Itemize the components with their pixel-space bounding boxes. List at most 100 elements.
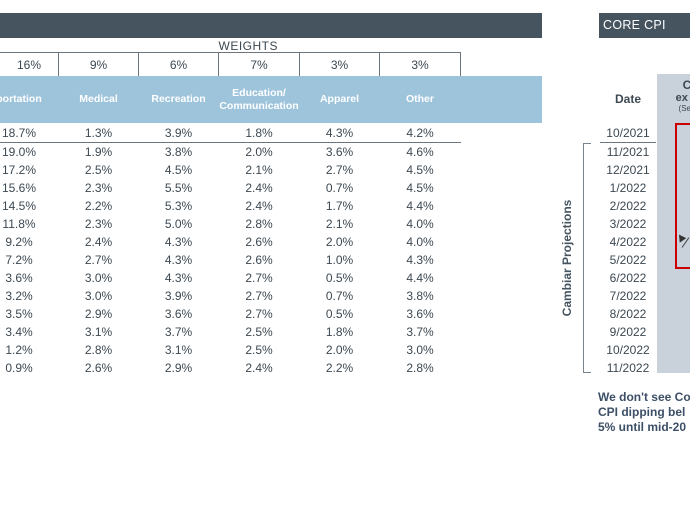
cell-education: 2.6% xyxy=(245,253,273,267)
cell-transportation: 9.2% xyxy=(5,235,33,249)
cell-recreation: 3.8% xyxy=(164,145,193,159)
cell-recreation: 4.3% xyxy=(164,253,193,267)
core-cpi-title: CORE CPI xyxy=(603,18,666,32)
cell-recreation: 5.5% xyxy=(164,181,193,195)
cell-education: 2.8% xyxy=(245,217,273,231)
cell-recreation: 4.3% xyxy=(164,235,193,249)
cell-apparel: 2.1% xyxy=(325,217,354,231)
table-row: 3.4% 3.1% 3.7% 2.5% 1.8% 3.7% xyxy=(0,323,461,341)
date-column: 10/2021 11/2021 12/2021 1/2022 2/2022 3/2022 4… xyxy=(600,124,656,377)
table-row: 11.8% 2.3% 5.0% 2.8% 2.1% 4.0% xyxy=(0,215,461,233)
cell-transportation: 3.2% xyxy=(5,289,33,303)
cell-other: 4.2% xyxy=(406,126,434,140)
cell-medical: 1.9% xyxy=(84,145,113,159)
column-header-row: nsportation Medical Recreation Education… xyxy=(0,76,542,123)
cell-transportation: 3.4% xyxy=(5,325,33,339)
cell-education: 2.7% xyxy=(245,289,273,303)
date-cell: 2/2022 xyxy=(609,199,647,213)
date-cell: 7/2022 xyxy=(609,289,647,303)
column-header-medical: Medical xyxy=(79,93,118,105)
cell-medical: 2.4% xyxy=(84,235,113,249)
callout-line-3: 5% until mid-20 xyxy=(598,420,687,434)
cell-other: 3.7% xyxy=(406,325,434,339)
column-header-other: Other xyxy=(405,93,434,105)
cell-transportation: 17.2% xyxy=(1,163,37,177)
column-header-transportation: nsportation xyxy=(0,93,42,105)
cell-education: 2.6% xyxy=(245,235,273,249)
weight-transportation: 16% xyxy=(0,53,59,76)
cell-apparel: 2.0% xyxy=(325,235,354,249)
cell-education: 2.0% xyxy=(245,145,273,159)
cell-apparel: 1.7% xyxy=(325,199,354,213)
cell-transportation: 11.8% xyxy=(2,217,36,231)
cell-apparel: 0.7% xyxy=(325,289,354,303)
left-section-header-band xyxy=(0,13,542,38)
callout-line-1: We don't see Co xyxy=(598,390,690,404)
cell-other: 4.4% xyxy=(406,199,434,213)
cell-other: 4.6% xyxy=(406,145,434,159)
weight-other: 3% xyxy=(380,53,461,76)
cell-other: 3.6% xyxy=(406,307,434,321)
cell-apparel: 3.6% xyxy=(325,145,354,159)
cell-transportation: 19.0% xyxy=(1,145,37,159)
table-row: 3.2% 3.0% 3.9% 2.7% 0.7% 3.8% xyxy=(0,287,461,305)
cell-recreation: 4.5% xyxy=(164,163,193,177)
cell-medical: 3.0% xyxy=(84,289,113,303)
table-row: 15.6% 2.3% 5.5% 2.4% 0.7% 4.5% xyxy=(0,179,461,197)
cell-recreation: 5.3% xyxy=(164,199,193,213)
cell-transportation: 3.5% xyxy=(5,307,33,321)
table-row: 3.5% 2.9% 3.6% 2.7% 0.5% 3.6% xyxy=(0,305,461,323)
callout-text: We don't see Co CPI dipping bel 5% until… xyxy=(598,390,690,435)
cell-recreation: 4.3% xyxy=(164,271,193,285)
column-header-apparel: Apparel xyxy=(319,93,360,105)
cell-medical: 3.1% xyxy=(84,325,113,339)
cell-medical: 2.8% xyxy=(84,343,113,357)
cell-education: 2.4% xyxy=(245,361,273,375)
cell-transportation: 18.7% xyxy=(1,126,37,140)
date-cell: 3/2022 xyxy=(609,217,647,231)
cell-medical: 2.6% xyxy=(84,361,113,375)
cell-medical: 2.7% xyxy=(84,253,113,267)
weights-row: 16% 9% 6% 7% 3% 3% xyxy=(0,52,461,77)
cell-medical: 1.3% xyxy=(84,126,113,140)
cell-education: 2.4% xyxy=(245,181,273,195)
cell-medical: 2.2% xyxy=(84,199,113,213)
date-cell: 11/2021 xyxy=(606,145,650,159)
cell-education: 2.4% xyxy=(245,199,273,213)
cell-recreation: 3.9% xyxy=(164,289,193,303)
cell-medical: 2.3% xyxy=(84,217,113,231)
cell-recreation: 5.0% xyxy=(164,217,193,231)
weight-medical: 9% xyxy=(59,53,139,76)
data-table-body: 18.7% 1.3% 3.9% 1.8% 4.3% 4.2% 19.0% 1.9% 3.8% 2.… xyxy=(0,124,461,377)
projections-label: Cambiar Projections xyxy=(560,199,574,317)
cell-apparel: 2.0% xyxy=(325,343,354,357)
weight-apparel: 3% xyxy=(300,53,380,76)
cell-medical: 2.3% xyxy=(84,181,113,195)
core-cpi-header-line-1: C xyxy=(682,78,690,92)
cell-education: 2.7% xyxy=(245,271,273,285)
cell-other: 3.0% xyxy=(406,343,434,357)
cell-other: 4.0% xyxy=(406,235,434,249)
cell-apparel: 4.3% xyxy=(325,126,354,140)
cell-other: 4.0% xyxy=(406,217,434,231)
cell-apparel: 1.0% xyxy=(325,253,354,267)
weight-education: 7% xyxy=(219,53,300,76)
core-cpi-column-header: C ex E (Sea xyxy=(657,78,690,113)
date-cell: 6/2022 xyxy=(609,271,647,285)
table-row: 19.0% 1.9% 3.8% 2.0% 3.6% 4.6% xyxy=(0,143,461,161)
cell-transportation: 0.9% xyxy=(5,361,33,375)
cell-medical: 3.0% xyxy=(84,271,113,285)
date-column-header: Date xyxy=(614,92,641,106)
cell-other: 4.5% xyxy=(406,163,434,177)
callout-line-2: CPI dipping bel xyxy=(598,405,686,419)
core-cpi-header-line-2: ex E xyxy=(675,92,690,104)
table-row: 0.9% 2.6% 2.9% 2.4% 2.2% 2.8% xyxy=(0,359,461,377)
date-cell: 12/2021 xyxy=(606,163,650,177)
cell-apparel: 0.5% xyxy=(325,307,354,321)
cell-transportation: 15.6% xyxy=(1,181,37,195)
cell-other: 4.4% xyxy=(406,271,434,285)
date-cell: 8/2022 xyxy=(609,307,647,321)
date-cell: 11/2022 xyxy=(606,361,650,375)
table-row: 9.2% 2.4% 4.3% 2.6% 2.0% 4.0% xyxy=(0,233,461,251)
weight-recreation: 6% xyxy=(139,53,219,76)
